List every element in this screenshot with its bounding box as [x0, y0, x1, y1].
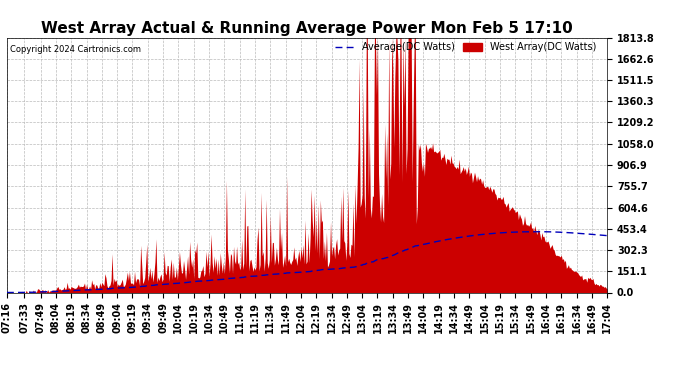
Text: Copyright 2024 Cartronics.com: Copyright 2024 Cartronics.com — [10, 45, 141, 54]
Legend: Average(DC Watts), West Array(DC Watts): Average(DC Watts), West Array(DC Watts) — [335, 42, 596, 52]
Title: West Array Actual & Running Average Power Mon Feb 5 17:10: West Array Actual & Running Average Powe… — [41, 21, 573, 36]
